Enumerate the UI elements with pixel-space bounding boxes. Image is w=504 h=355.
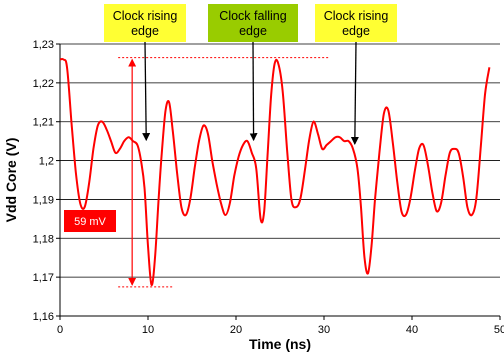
- measurement-label-box: [64, 210, 116, 232]
- callout-text: edge: [342, 24, 370, 38]
- y-tick-labels: 1,16 1,17 1,18 1,19 1,2 1,21 1,22 1,23: [33, 39, 54, 323]
- y-tick-label: 1,23: [33, 39, 54, 51]
- grid-lines: [60, 43, 500, 317]
- callout-text: Clock rising: [113, 9, 178, 23]
- x-tick-label: 0: [57, 324, 63, 336]
- series-layer: [59, 57, 491, 286]
- callout-box: [104, 4, 186, 42]
- y-tick-label: 1,22: [33, 78, 54, 90]
- x-tick-label: 50: [494, 324, 504, 336]
- axes: [56, 43, 501, 320]
- callout-text: edge: [239, 24, 267, 38]
- callout-text: Clock falling: [219, 9, 286, 23]
- y-tick-label: 1,18: [33, 233, 54, 245]
- measurement-layer: 59 mV: [64, 57, 329, 288]
- x-tick-label: 40: [406, 324, 418, 336]
- x-tick-label: 20: [230, 324, 242, 336]
- callout-box: [208, 4, 298, 42]
- y-tick-label: 1,16: [33, 311, 54, 323]
- callout-arrow: [249, 41, 258, 142]
- callout-arrow: [142, 41, 151, 142]
- x-tick-label: 30: [318, 324, 330, 336]
- x-tick-label: 10: [142, 324, 154, 336]
- measurement-label: 59 mV: [74, 216, 106, 228]
- callout-text: Clock rising: [324, 9, 389, 23]
- y-tick-label: 1,2: [39, 156, 54, 168]
- y-tick-label: 1,19: [33, 194, 54, 206]
- callout-text: edge: [131, 24, 159, 38]
- callout-box: [315, 4, 397, 42]
- y-tick-label: 1,21: [33, 117, 54, 129]
- callout-arrow: [350, 41, 359, 145]
- series-line: [59, 57, 491, 286]
- y-tick-label: 1,17: [33, 272, 54, 284]
- y-axis-title: Vdd Core (V): [3, 138, 19, 223]
- x-tick-labels: 0 10 20 30 40 50: [57, 324, 504, 336]
- x-axis-title: Time (ns): [249, 336, 311, 352]
